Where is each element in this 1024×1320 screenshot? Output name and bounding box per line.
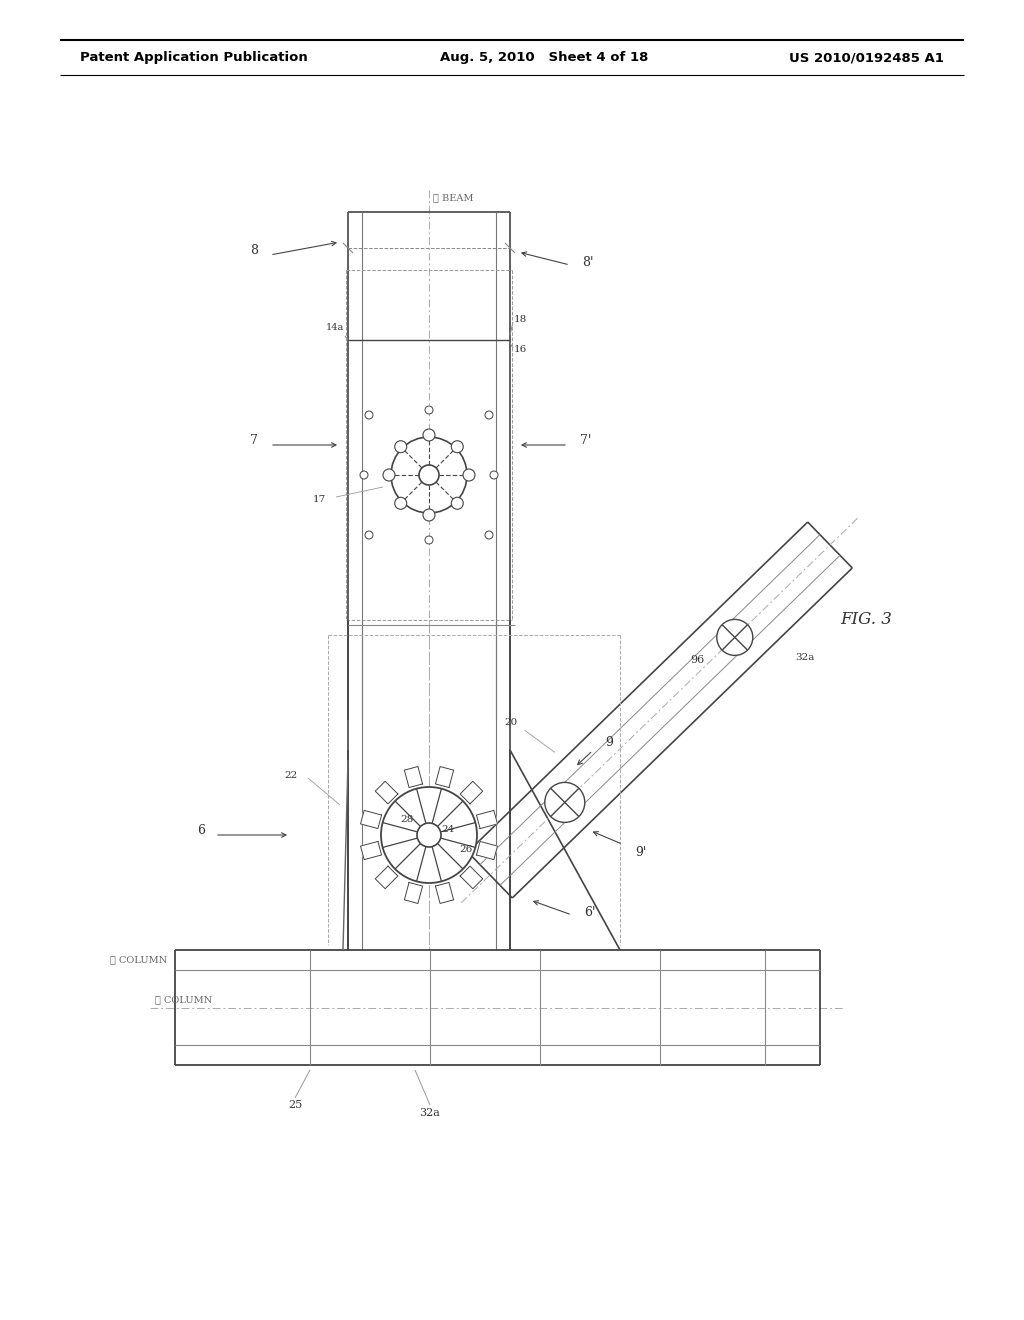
Text: 8': 8' xyxy=(582,256,594,268)
Text: 32a: 32a xyxy=(795,653,814,661)
Text: 9: 9 xyxy=(605,737,612,748)
Text: 8: 8 xyxy=(250,243,258,256)
Circle shape xyxy=(717,619,753,656)
Circle shape xyxy=(425,407,433,414)
Polygon shape xyxy=(375,866,398,888)
Circle shape xyxy=(383,469,395,480)
Text: 7': 7' xyxy=(580,433,592,446)
Polygon shape xyxy=(460,781,482,804)
Circle shape xyxy=(365,531,373,539)
Text: ℓ COLUMN: ℓ COLUMN xyxy=(110,954,167,964)
Circle shape xyxy=(391,437,467,513)
Text: FIG. 3: FIG. 3 xyxy=(840,611,892,628)
Text: US 2010/0192485 A1: US 2010/0192485 A1 xyxy=(790,51,944,65)
Text: 18: 18 xyxy=(514,315,527,325)
Circle shape xyxy=(394,441,407,453)
Text: 25: 25 xyxy=(288,1100,302,1110)
Text: 32a: 32a xyxy=(420,1107,440,1118)
Polygon shape xyxy=(460,866,482,888)
Circle shape xyxy=(485,411,493,418)
Text: 26: 26 xyxy=(459,846,472,854)
Text: 6: 6 xyxy=(197,824,205,837)
Text: ℓ COLUMN: ℓ COLUMN xyxy=(155,995,212,1005)
Text: 6': 6' xyxy=(584,907,596,920)
Polygon shape xyxy=(435,883,454,903)
Circle shape xyxy=(423,429,435,441)
Polygon shape xyxy=(476,810,498,829)
Text: Aug. 5, 2010   Sheet 4 of 18: Aug. 5, 2010 Sheet 4 of 18 xyxy=(440,51,648,65)
Circle shape xyxy=(423,510,435,521)
Polygon shape xyxy=(476,841,498,859)
Circle shape xyxy=(545,783,585,822)
Text: ℓ BEAM: ℓ BEAM xyxy=(433,194,473,202)
Circle shape xyxy=(360,471,368,479)
Circle shape xyxy=(365,411,373,418)
Circle shape xyxy=(485,531,493,539)
Text: 24: 24 xyxy=(441,825,455,834)
Polygon shape xyxy=(435,767,454,788)
Text: 22: 22 xyxy=(285,771,298,780)
Polygon shape xyxy=(375,781,398,804)
Text: 14a: 14a xyxy=(326,323,344,333)
Circle shape xyxy=(381,787,477,883)
Circle shape xyxy=(394,498,407,510)
Circle shape xyxy=(452,441,463,453)
Circle shape xyxy=(463,469,475,480)
Polygon shape xyxy=(360,810,382,829)
Circle shape xyxy=(425,536,433,544)
Text: 17: 17 xyxy=(312,495,326,504)
Circle shape xyxy=(417,822,441,847)
Polygon shape xyxy=(404,767,423,788)
Circle shape xyxy=(419,465,439,484)
Circle shape xyxy=(452,498,463,510)
Text: 20: 20 xyxy=(505,718,518,727)
Polygon shape xyxy=(360,841,382,859)
Text: 7: 7 xyxy=(250,433,258,446)
Text: 9': 9' xyxy=(635,846,646,859)
Text: 16: 16 xyxy=(514,346,527,355)
Text: Patent Application Publication: Patent Application Publication xyxy=(80,51,308,65)
Text: 96: 96 xyxy=(690,655,705,665)
Circle shape xyxy=(490,471,498,479)
Polygon shape xyxy=(404,883,423,903)
Text: 28: 28 xyxy=(400,816,414,825)
